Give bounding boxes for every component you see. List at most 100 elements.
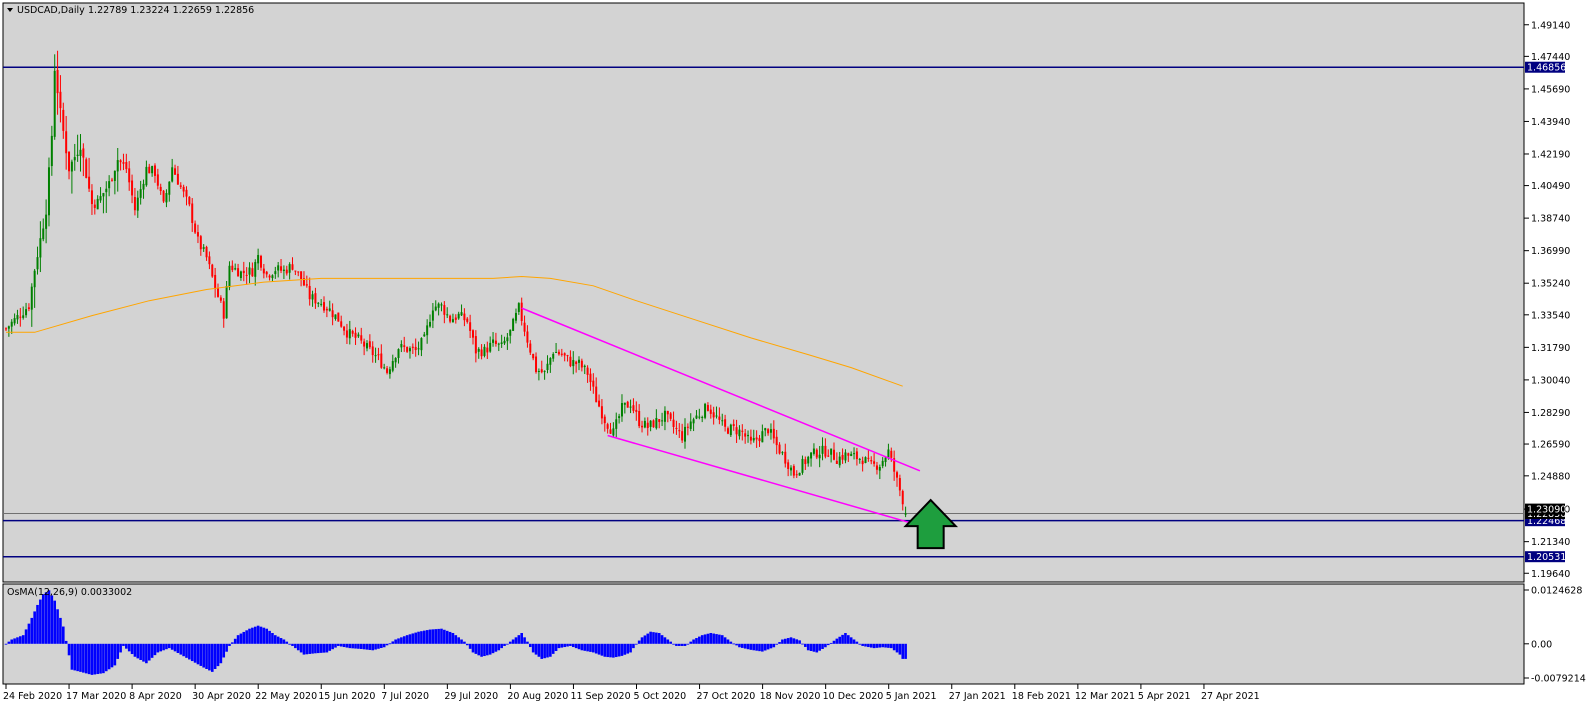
price-label-box	[1525, 515, 1565, 527]
osma-bar	[635, 643, 638, 645]
osma-bar	[463, 641, 466, 644]
bull-candle	[348, 329, 351, 339]
osma-bar	[698, 636, 701, 644]
osma-bar	[488, 643, 492, 655]
bear-candle	[875, 465, 878, 470]
osma-bar	[159, 643, 163, 652]
bear-candle	[741, 430, 744, 432]
bear-candle	[626, 401, 629, 408]
osma-bar	[319, 643, 323, 653]
osma-bar	[637, 640, 641, 644]
bear-candle	[861, 460, 864, 465]
bear-candle	[824, 445, 827, 457]
osma-bar	[778, 642, 781, 644]
osma-bar	[867, 643, 870, 648]
osma-bar	[102, 643, 105, 674]
osma-bar	[193, 643, 197, 663]
bull-candle	[288, 264, 291, 273]
bull-candle	[113, 170, 116, 181]
osma-bar	[82, 643, 85, 673]
bear-candle	[901, 491, 904, 505]
osma-bar	[655, 632, 658, 644]
osma-bar	[428, 629, 432, 644]
bull-candle	[578, 359, 580, 363]
osma-bar	[411, 633, 415, 644]
osma-bar	[629, 643, 632, 653]
osma-bar	[680, 643, 684, 646]
osma-bar	[551, 643, 555, 654]
osma-bar	[196, 643, 200, 665]
price-tick-label: 1.42190	[1531, 149, 1570, 160]
osma-bar	[904, 643, 907, 659]
price-tick-label: 1.30040	[1531, 375, 1570, 386]
up-arrow-icon[interactable]	[903, 498, 959, 550]
bear-candle	[775, 436, 778, 446]
osma-bar	[99, 643, 102, 674]
osma-bar	[56, 609, 59, 644]
osma-bar	[231, 642, 234, 644]
bear-candle	[403, 345, 406, 347]
bull-candle	[514, 312, 517, 321]
osma-bar	[374, 643, 377, 650]
osma-bar	[640, 637, 644, 644]
osma-bar	[414, 632, 417, 644]
osma-pane[interactable]: 0.0124628 0.00 -0.0079214 OsMA(12,26,9) 0.…	[2, 583, 1586, 685]
bear-candle	[666, 410, 669, 415]
osma-bar	[425, 630, 429, 644]
osma-bar	[251, 627, 254, 644]
osma-bar	[417, 631, 420, 644]
osma-bar	[21, 635, 25, 644]
bull-candle	[437, 303, 440, 308]
osma-bar	[677, 643, 681, 646]
osma-bar	[528, 643, 532, 648]
osma-bar	[371, 643, 375, 651]
bull-candle	[33, 270, 36, 288]
osma-pane-background[interactable]	[2, 583, 1525, 685]
osma-bar	[735, 643, 738, 646]
osma-bar	[632, 643, 635, 649]
osma-bar	[162, 643, 165, 651]
bear-candle	[363, 341, 366, 347]
channel-lower-line[interactable]	[607, 434, 918, 526]
bull-candle	[239, 271, 242, 278]
bull-candle	[70, 161, 73, 172]
bear-candle	[641, 425, 644, 428]
osma-bar	[53, 600, 57, 644]
osma-bar	[125, 643, 128, 649]
bear-candle	[148, 166, 151, 174]
bear-candle	[323, 302, 326, 311]
osma-bar	[712, 633, 715, 644]
osma-bar	[345, 643, 349, 648]
bull-candle	[254, 262, 257, 277]
osma-bar	[402, 636, 406, 644]
osma-bar	[892, 643, 896, 651]
main-price-pane[interactable]: 1.49140 1.47440 1.45690 1.43940 1.42190 1.404…	[2, 2, 1570, 583]
moving-average-line[interactable]	[6, 275, 903, 387]
osma-bar	[875, 643, 879, 648]
bull-candle	[512, 318, 515, 331]
osma-bar	[245, 630, 248, 644]
bull-candle	[397, 349, 400, 358]
osma-bar	[90, 643, 94, 675]
osma-bar	[580, 643, 584, 651]
bear-candle	[575, 361, 578, 365]
bear-candle	[540, 369, 543, 373]
osma-tick-label: 0.0124628	[1531, 586, 1582, 597]
price-pane-background[interactable]	[2, 2, 1525, 583]
osma-bar	[723, 637, 727, 644]
osma-bar	[792, 638, 796, 644]
osma-bar	[514, 637, 518, 644]
osma-bar	[769, 643, 773, 649]
osma-bar	[316, 643, 320, 654]
bull-candle	[357, 334, 360, 337]
bull-candle	[769, 429, 772, 433]
channel-upper-line[interactable]	[521, 307, 921, 472]
osma-bar	[889, 643, 893, 649]
bull-candle	[537, 370, 540, 372]
osma-bar	[689, 641, 693, 644]
bull-candle	[271, 275, 274, 279]
osma-bar	[569, 643, 572, 646]
triangle-down-icon[interactable]	[7, 8, 13, 12]
bear-candle	[709, 409, 712, 414]
